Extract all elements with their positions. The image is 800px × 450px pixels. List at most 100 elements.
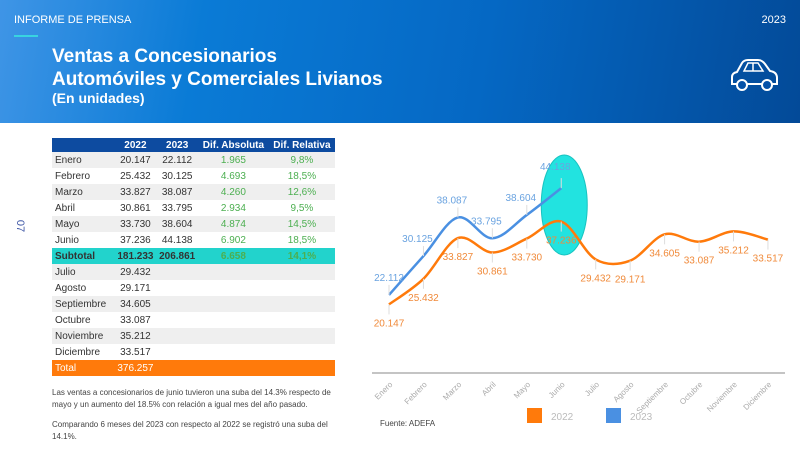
series-line-2022: [388, 219, 769, 306]
legend-label-2022: 2022: [551, 412, 574, 423]
table-cell: Octubre: [55, 314, 91, 326]
data-label-2022: 25.432: [408, 293, 439, 304]
table-row: Abril 30.861 33.795 2.934 9,5%: [52, 200, 335, 216]
table-cell: [198, 296, 269, 312]
table-cell: 33.730: [114, 216, 157, 232]
data-label-2022: 33.087: [684, 256, 715, 267]
table-row: Julio 29.432: [52, 264, 335, 280]
data-label-2023: 30.125: [402, 234, 433, 245]
table-cell: 30.125: [161, 170, 193, 182]
table-row: Septiembre 34.605: [52, 296, 335, 312]
table-row: Noviembre 35.212: [52, 328, 335, 344]
x-tick-label: Agosto: [612, 380, 636, 404]
data-label-2022: 33.730: [512, 253, 543, 264]
table-cell: Noviembre: [52, 328, 115, 344]
table-cell: [156, 328, 199, 344]
table-cell: 206.861: [156, 248, 199, 264]
x-tick-label: Abril: [480, 380, 498, 398]
x-tick-label: Octubre: [678, 380, 705, 407]
table-cell: [268, 328, 335, 344]
table-cell: Diciembre: [55, 346, 101, 358]
data-label-2023: 44.138: [540, 162, 571, 173]
table-cell: 33.517: [120, 346, 151, 358]
table-cell: 22.112: [156, 152, 199, 168]
column-header: [52, 138, 115, 152]
table-cell: 376.257: [114, 360, 157, 376]
table-row: Junio 37.236 44.138 6.902 18,5%: [52, 232, 335, 248]
table-cell: 33.795: [161, 202, 193, 214]
column-header: 2023: [156, 138, 199, 152]
x-tick-label: Diciembre: [742, 380, 774, 412]
data-label-2023: 22.112: [374, 273, 404, 284]
table-row: Marzo 33.827 38.087 4.260 12,6%: [52, 184, 335, 200]
data-label-2023: 33.795: [471, 216, 502, 227]
table-cell: 18,5%: [287, 234, 317, 246]
table-cell: 33.087: [120, 314, 151, 326]
table-cell: 38.604: [156, 216, 199, 232]
table-cell: 18,5%: [287, 170, 317, 182]
table-cell: Abril: [55, 202, 76, 214]
table-cell: Subtotal: [52, 248, 115, 264]
table-row: Subtotal 181.233 206.861 6.658 14,1%: [52, 248, 335, 264]
table-row: Diciembre 33.517: [52, 344, 335, 360]
table-cell: Enero: [52, 152, 115, 168]
table-cell: Julio: [52, 264, 115, 280]
note-2: Comparando 6 meses del 2023 con respecto…: [52, 420, 328, 441]
legend-swatch-2022: [527, 408, 542, 423]
data-label-2023: 38.087: [437, 195, 468, 206]
table-cell: 29.432: [114, 264, 157, 280]
data-label-2022: 29.171: [615, 275, 646, 286]
table-cell: 14,5%: [268, 216, 335, 232]
table-row: Enero 20.147 22.112 1.965 9,8%: [52, 152, 335, 168]
table-cell: 4.874: [198, 216, 269, 232]
x-tick-label: Marzo: [441, 380, 463, 402]
table-cell: [198, 328, 269, 344]
sales-table: 2022 2023 Dif. Absoluta Dif. Relativa Enero…: [52, 138, 335, 376]
column-header: Dif. Relativa: [268, 138, 335, 152]
table-cell: 181.233: [114, 248, 157, 264]
table-row: Agosto 29.171: [52, 280, 335, 296]
table-cell: [268, 264, 335, 280]
table-cell: 34.605: [114, 296, 157, 312]
table-row: Mayo 33.730 38.604 4.874 14,5%: [52, 216, 335, 232]
table-cell: [268, 296, 335, 312]
table-cell: 29.171: [120, 282, 151, 294]
table-cell: Marzo: [52, 184, 115, 200]
data-label-2022: 20.147: [374, 318, 405, 329]
table-cell: 30.861: [120, 202, 151, 214]
table-cell: 2.934: [220, 202, 246, 214]
column-header: Dif. Absoluta: [198, 138, 269, 152]
table-cell: Total: [52, 360, 115, 376]
table-cell: Junio: [55, 234, 79, 246]
table-cell: 20.147: [114, 152, 157, 168]
table-cell: 33.827: [114, 184, 157, 200]
data-label-2022: 37.236: [546, 236, 577, 247]
data-label-2023: 38.604: [506, 193, 537, 204]
data-label-2022: 29.432: [580, 273, 611, 284]
kicker-underline: [14, 35, 38, 37]
series-line-2023: [388, 187, 563, 296]
table-cell: 6.658: [198, 248, 269, 264]
car-icon: [731, 59, 778, 91]
table-cell: 35.212: [114, 328, 157, 344]
table-row: Febrero 25.432 30.125 4.693 18,5%: [52, 168, 335, 184]
x-tick-label: Mayo: [512, 380, 533, 401]
column-header: 2022: [114, 138, 157, 152]
x-tick-label: Junio: [547, 380, 567, 400]
table-cell: 4.693: [220, 170, 246, 182]
page-title: Ventas a Concesionarios Automóviles y Com…: [52, 45, 383, 91]
table-row: Total 376.257: [52, 360, 335, 376]
table-cell: 37.236: [120, 234, 151, 246]
data-label-2022: 35.212: [718, 245, 749, 256]
x-tick-label: Febrero: [403, 380, 430, 407]
table-cell: 12,6%: [268, 184, 335, 200]
legend-swatch-2023: [606, 408, 621, 423]
title-line-2: Automóviles y Comerciales Livianos: [52, 69, 383, 90]
table-cell: 25.432: [120, 170, 151, 182]
x-tick-label: Julio: [583, 380, 601, 398]
table-cell: [198, 264, 269, 280]
title-line-1: Ventas a Concesionarios: [52, 46, 277, 67]
x-tick-label: Septiembre: [635, 380, 671, 416]
table-cell: [156, 360, 199, 376]
